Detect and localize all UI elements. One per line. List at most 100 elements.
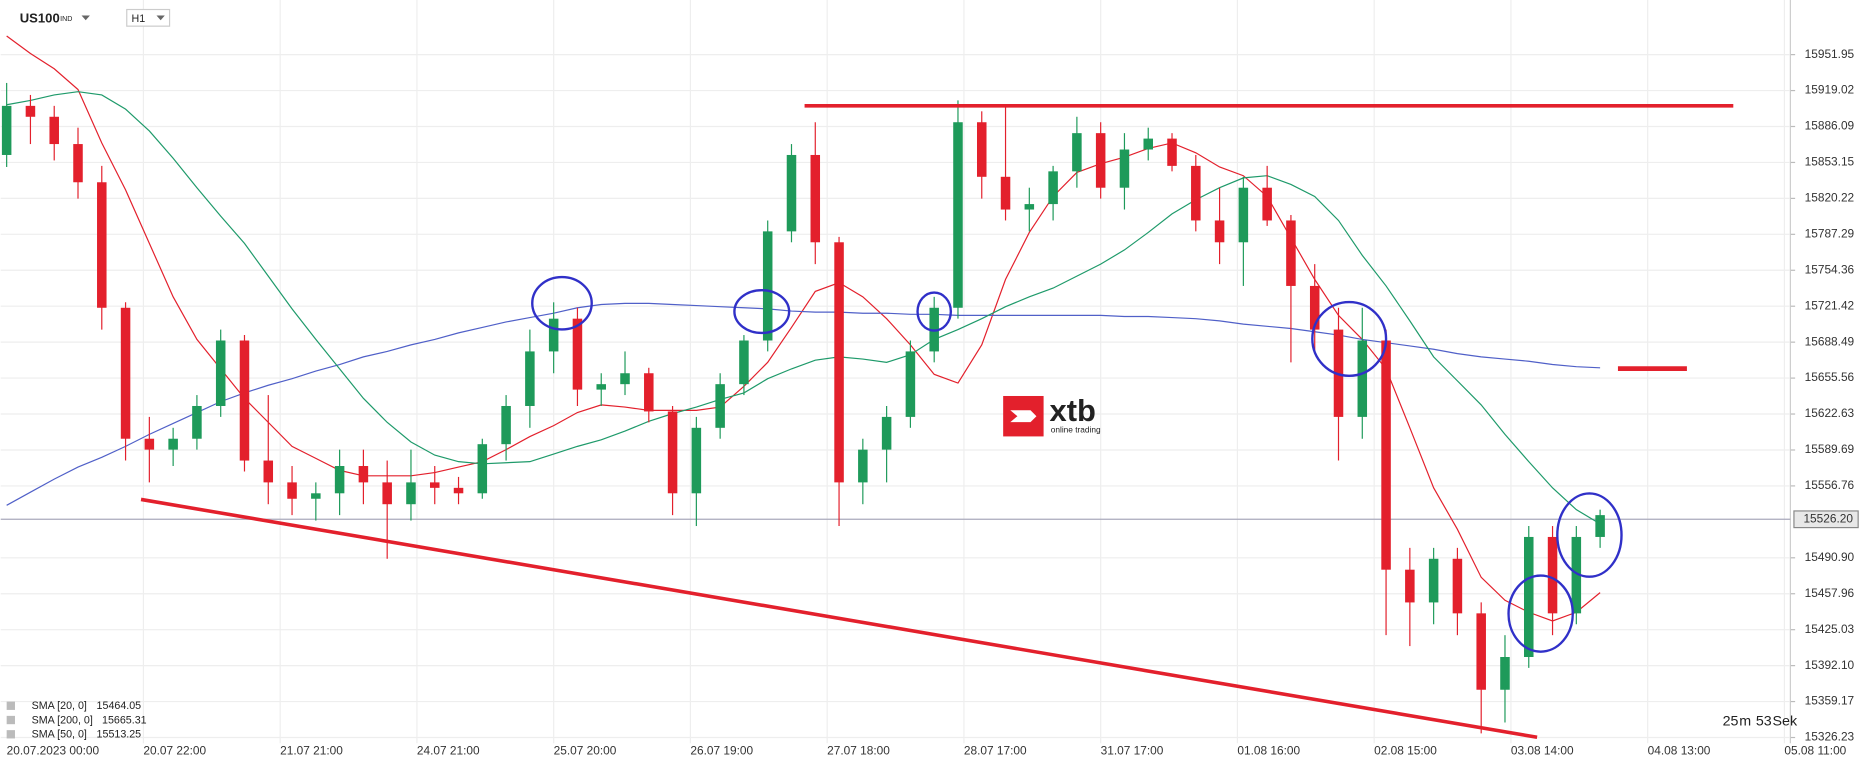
legend: SMA [20, 0] 15464.05 SMA [200, 0] 15665.31 S… (6, 700, 147, 741)
candle-body (1000, 176, 1011, 210)
candle-body (1191, 165, 1201, 221)
x-tick-label: 25.07 20:00 (554, 744, 617, 758)
candle-body (1024, 204, 1035, 210)
countdown-unit: m (1739, 714, 1751, 730)
candle-body (1500, 656, 1510, 690)
candle-body (1072, 133, 1082, 172)
legend-value: 15464.05 (97, 700, 142, 712)
candle-body (477, 444, 488, 494)
candle-body (715, 384, 725, 428)
candle-body (97, 182, 107, 308)
candle-body (120, 307, 131, 439)
countdown-minutes: 25 (1723, 714, 1739, 730)
y-tick-label: 15886.09 (1805, 119, 1855, 133)
candle-body (858, 449, 868, 483)
legend-icon (6, 715, 15, 725)
candle-body (953, 122, 963, 308)
candle-body (287, 482, 297, 499)
candle-body (667, 411, 678, 494)
countdown-seconds: 53 (1756, 714, 1772, 730)
x-tick-label: 04.08 13:00 (1648, 744, 1711, 758)
y-tick-label: 15820.22 (1805, 191, 1855, 205)
symbol-class: IND (60, 15, 72, 23)
candle-body (1286, 220, 1296, 286)
countdown-unit: Sek (1773, 714, 1798, 730)
candle-body (192, 405, 202, 439)
x-tick-label: 24.07 21:00 (417, 744, 480, 758)
y-tick-label: 15787.29 (1805, 226, 1855, 240)
candle-body (1547, 536, 1558, 614)
timeframe-box[interactable] (126, 8, 171, 27)
legend-value: 15513.25 (97, 729, 142, 741)
candle-body (1381, 340, 1391, 570)
candle-body (429, 482, 440, 488)
dropdown-arrow[interactable] (156, 15, 165, 21)
candle-body (1452, 558, 1463, 614)
timeframe[interactable]: H1 (132, 13, 146, 25)
candle-body (1119, 149, 1130, 188)
candle-body (1571, 536, 1582, 614)
legend-value: 15665.31 (102, 714, 147, 726)
candle-body (239, 340, 250, 461)
candle-body (976, 122, 987, 177)
x-tick-label: 03.08 14:00 (1511, 744, 1574, 758)
y-tick-label: 15622.63 (1805, 406, 1855, 420)
candle-body (1428, 558, 1439, 603)
x-tick-label: 02.08 15:00 (1374, 744, 1437, 758)
candle-body (358, 466, 369, 483)
logo-icon (1010, 410, 1037, 423)
y-tick-label: 15326.23 (1805, 730, 1855, 744)
logo-brand: xtb (1050, 393, 1096, 428)
symbol[interactable]: US100 (20, 10, 60, 25)
candle-body (762, 231, 773, 341)
candle-body (1262, 187, 1272, 221)
dropdown-arrow[interactable] (81, 15, 90, 21)
x-tick-label: 20.07.2023 00:00 (7, 744, 100, 758)
y-tick-label: 15359.17 (1805, 694, 1855, 708)
highlight-circle (916, 291, 953, 332)
candle-body (786, 154, 797, 232)
candle-body (1405, 569, 1415, 603)
candle-body (810, 154, 821, 243)
highlight-circle (531, 275, 593, 331)
candle-body (905, 351, 916, 417)
highlight-circle (733, 288, 791, 335)
x-tick-label: 20.07 22:00 (143, 744, 206, 758)
candle-body (1095, 133, 1106, 188)
candle-body (406, 482, 416, 505)
candle-body (311, 493, 321, 499)
x-tick-label: 26.07 19:00 (690, 744, 753, 758)
support-line (140, 497, 1538, 740)
candle-body (1214, 220, 1225, 243)
candle-body (382, 482, 392, 505)
y-tick-label: 15425.03 (1805, 622, 1855, 636)
candle-body (215, 340, 226, 406)
sma-line (6, 35, 1601, 622)
y-tick-label: 15853.15 (1805, 155, 1855, 169)
candle-body (334, 466, 345, 494)
candle-body (1357, 340, 1368, 417)
highlight-circle (1311, 300, 1388, 377)
plot (1, 35, 1605, 734)
current-price-box (1793, 510, 1859, 529)
candle-body (1048, 171, 1058, 205)
highlight-circle (1556, 492, 1623, 578)
candle-body (548, 318, 559, 352)
candle-body (1595, 515, 1605, 537)
candle-body (1, 105, 12, 155)
candle-body (881, 416, 892, 450)
candle-body (1238, 187, 1249, 243)
y-tick-label: 15951.95 (1805, 47, 1855, 61)
candle-body (1167, 138, 1177, 166)
y-tick-label: 15556.76 (1805, 478, 1855, 492)
legend-label: SMA [20, 0] (32, 700, 87, 712)
legend-label: SMA [50, 0] (32, 729, 87, 741)
candle-body (525, 351, 535, 406)
current-price-label: 15526.20 (1803, 511, 1853, 525)
y-tick-label: 15655.56 (1805, 370, 1855, 384)
candle-body (1143, 138, 1153, 150)
legend-icon (6, 730, 15, 739)
y-tick-label: 15721.42 (1805, 298, 1855, 312)
